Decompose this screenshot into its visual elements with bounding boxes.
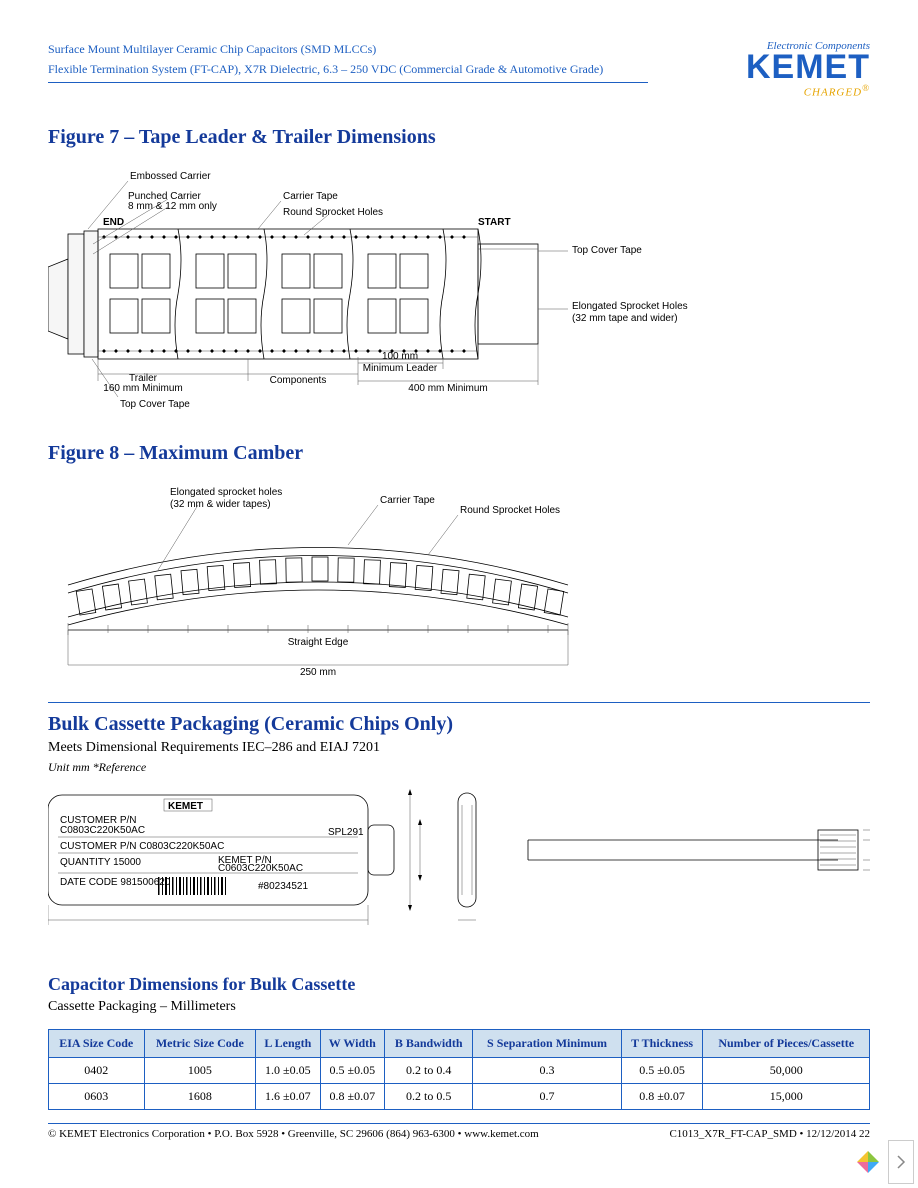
capdim-title: Capacitor Dimensions for Bulk Cassette xyxy=(48,974,870,995)
bulk-unit: Unit mm *Reference xyxy=(48,760,870,775)
fig8-elong1: Elongated sprocket holes xyxy=(170,487,282,498)
fig7-elong1: Elongated Sprocket Holes xyxy=(572,301,688,312)
figure8-title: Figure 8 – Maximum Camber xyxy=(48,442,870,465)
fig7-100a: 100 mm xyxy=(382,351,418,362)
section-divider xyxy=(48,702,870,703)
fig7-punched2: 8 mm & 12 mm only xyxy=(128,201,217,212)
chevron-right-icon xyxy=(896,1155,906,1169)
header-rule xyxy=(48,82,648,83)
footer-rule xyxy=(48,1123,870,1124)
bulk-title: Bulk Cassette Packaging (Ceramic Chips O… xyxy=(48,713,870,736)
capdim-subtitle: Cassette Packaging – Millimeters xyxy=(48,999,870,1015)
fig7-end: END xyxy=(103,217,124,228)
th-n: Number of Pieces/Cassette xyxy=(703,1030,870,1058)
fig8-250: 250 mm xyxy=(300,667,336,675)
figure7-diagram: Embossed Carrier Punched Carrier 8 mm & … xyxy=(48,159,870,414)
th-l: L Length xyxy=(256,1030,320,1058)
capdim-table: EIA Size Code Metric Size Code L Length … xyxy=(48,1029,870,1110)
svg-text:DATE CODE 981500620: DATE CODE 981500620 xyxy=(60,877,171,888)
th-b: B Bandwidth xyxy=(385,1030,473,1058)
fig7-topcover: Top Cover Tape xyxy=(572,245,642,256)
header-line1: Surface Mount Multilayer Ceramic Chip Ca… xyxy=(48,40,648,58)
fig8-carrier: Carrier Tape xyxy=(380,495,435,506)
kemet-logo-block: Electronic Components KEMET CHARGED® xyxy=(746,40,870,98)
header-left: Surface Mount Multilayer Ceramic Chip Ca… xyxy=(48,40,648,83)
svg-text:#80234521: #80234521 xyxy=(258,881,308,892)
th-s: S Separation Minimum xyxy=(473,1030,621,1058)
bulk-diagram: KEMET CUSTOMER P/N C0803C220K50AC SPL291… xyxy=(48,785,870,950)
svg-text:C0603C220K50AC: C0603C220K50AC xyxy=(218,863,303,874)
figure8-diagram: Elongated sprocket holes (32 mm & wider … xyxy=(48,475,870,680)
footer-left: © KEMET Electronics Corporation • P.O. B… xyxy=(48,1128,539,1140)
th-metric: Metric Size Code xyxy=(144,1030,256,1058)
fig7-carrier: Carrier Tape xyxy=(283,191,338,202)
fig7-embossed: Embossed Carrier xyxy=(130,171,211,182)
fig8-round: Round Sprocket Holes xyxy=(460,505,560,516)
bulk-spl: SPL291 xyxy=(328,827,364,838)
pager xyxy=(854,1140,914,1184)
fig7-topcover2: Top Cover Tape xyxy=(120,399,190,409)
bulk-meets: Meets Dimensional Requirements IEC–286 a… xyxy=(48,740,870,756)
next-page-button[interactable] xyxy=(888,1140,914,1184)
svg-text:QUANTITY 15000: QUANTITY 15000 xyxy=(60,857,141,868)
viewer-logo-icon xyxy=(854,1148,882,1176)
figure7-title: Figure 7 – Tape Leader & Trailer Dimensi… xyxy=(48,126,870,149)
fig7-trailer2: 160 mm Minimum xyxy=(103,383,182,394)
fig7-components: Components xyxy=(270,375,327,386)
svg-text:KEMET: KEMET xyxy=(168,801,203,812)
page-header: Surface Mount Multilayer Ceramic Chip Ca… xyxy=(48,40,870,98)
table-row: 0402 1005 1.0 ±0.05 0.5 ±0.05 0.2 to 0.4… xyxy=(49,1058,870,1084)
th-w: W Width xyxy=(320,1030,384,1058)
fig7-elong2: (32 mm tape and wider) xyxy=(572,313,678,324)
kemet-logo: KEMET xyxy=(746,52,870,83)
footer-right: C1013_X7R_FT-CAP_SMD • 12/12/2014 22 xyxy=(669,1128,870,1140)
table-header-row: EIA Size Code Metric Size Code L Length … xyxy=(49,1030,870,1058)
fig7-400: 400 mm Minimum xyxy=(408,383,487,394)
th-eia: EIA Size Code xyxy=(49,1030,145,1058)
page-footer: © KEMET Electronics Corporation • P.O. B… xyxy=(48,1123,870,1140)
fig7-round: Round Sprocket Holes xyxy=(283,207,383,218)
fig8-straight: Straight Edge xyxy=(288,637,349,648)
svg-text:CUSTOMER P/N C0803C220K50AC: CUSTOMER P/N C0803C220K50AC xyxy=(60,841,224,852)
fig8-elong2: (32 mm & wider tapes) xyxy=(170,499,271,510)
fig7-100b: Minimum Leader xyxy=(363,363,438,374)
bulk-custval: C0803C220K50AC xyxy=(60,825,145,836)
fig7-start: START xyxy=(478,217,511,228)
th-t: T Thickness xyxy=(621,1030,703,1058)
table-row: 0603 1608 1.6 ±0.07 0.8 ±0.07 0.2 to 0.5… xyxy=(49,1084,870,1110)
header-line2: Flexible Termination System (FT-CAP), X7… xyxy=(48,60,648,78)
